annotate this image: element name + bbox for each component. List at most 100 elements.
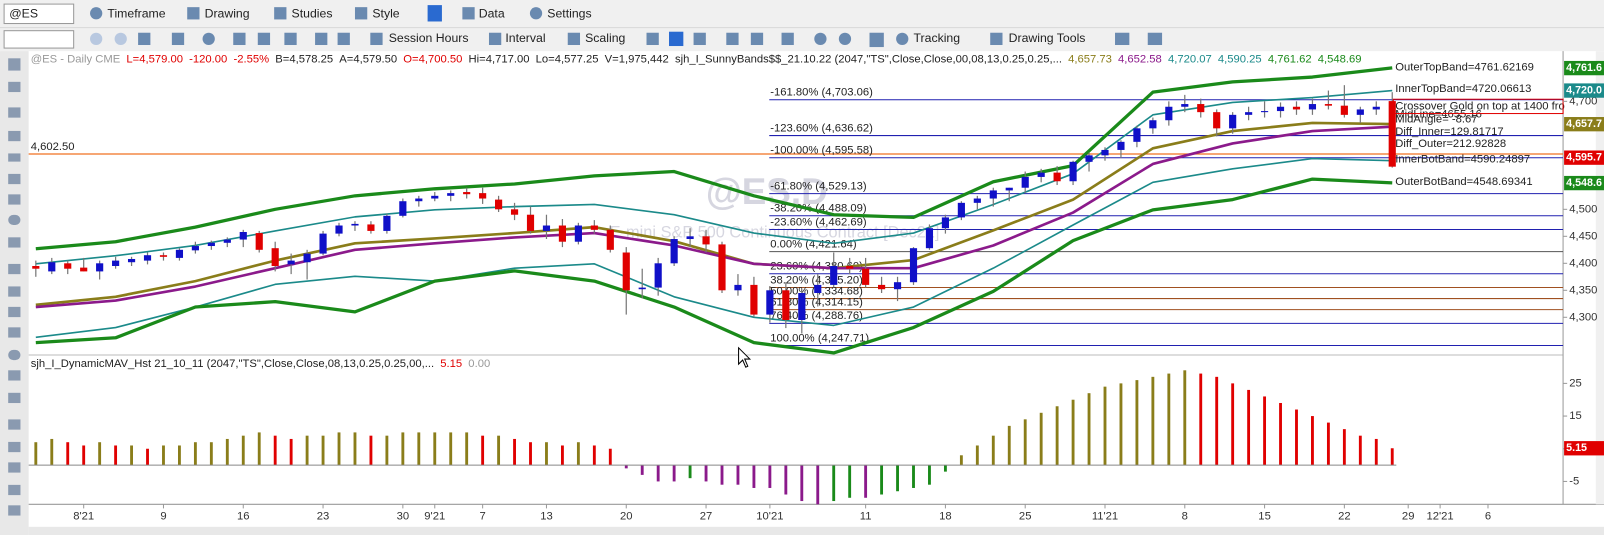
candle-body: [1308, 104, 1317, 110]
x-tick-label: 20: [620, 511, 633, 523]
fib-label: 0.00% (4,421.64): [770, 238, 857, 250]
candle-body: [830, 266, 838, 285]
hist-bar: [465, 432, 469, 466]
candle-body: [862, 268, 870, 285]
hist-bar: [1151, 376, 1155, 466]
hist-bar: [417, 432, 421, 466]
candle-body: [750, 284, 758, 315]
candle-body: [447, 193, 455, 196]
candle-body: [159, 255, 168, 257]
menu-item[interactable]: Studies: [292, 7, 333, 21]
candle-body: [48, 262, 56, 272]
candle-body: [1260, 111, 1269, 113]
hist-bar: [82, 445, 86, 466]
hist-bar: [1119, 383, 1123, 466]
header-item: V=1,975,442: [605, 53, 669, 65]
candle-body: [80, 267, 88, 272]
menu-item[interactable]: Settings: [547, 7, 591, 21]
h-scrollbar[interactable]: [28, 526, 1604, 535]
hist-bar: [1055, 406, 1059, 466]
hist-bar: [560, 445, 564, 466]
candle-body: [1021, 176, 1029, 188]
candle-body: [319, 233, 327, 254]
hist-bar: [257, 432, 261, 466]
header-item: 4,652.58: [1118, 53, 1162, 65]
menu-item[interactable]: Session Hours: [389, 31, 469, 45]
alert-box: [1392, 98, 1564, 115]
menu-item[interactable]: Drawing: [205, 7, 250, 21]
x-tick-label: 9'21: [424, 511, 445, 523]
hist-bar: [959, 455, 963, 466]
price-box: [1564, 60, 1604, 76]
reference-label: 4,602.50: [31, 141, 75, 153]
header-item: @ES - Daily CME: [31, 53, 121, 65]
input-box[interactable]: [3, 30, 75, 49]
hist-bar: [401, 432, 405, 466]
candle-body: [255, 233, 263, 250]
header-item: 4,657.73: [1068, 53, 1112, 65]
candle-body: [1101, 149, 1109, 156]
fib-label: 76.40% (4,288.76): [770, 310, 863, 322]
hist-bar: [130, 445, 133, 466]
x-tick-label: 11'21: [1092, 511, 1118, 523]
candle-body: [399, 201, 407, 216]
x-tick-label: 25: [1019, 511, 1032, 523]
hist-bar: [912, 465, 915, 488]
menu-item[interactable]: Scaling: [585, 31, 625, 45]
hist-bar: [1311, 416, 1314, 466]
hist-bar: [640, 465, 644, 475]
hist-bar: [50, 438, 54, 466]
menu-item[interactable]: Timeframe: [107, 7, 165, 21]
symbol[interactable]: @ES: [9, 7, 38, 21]
toolbar-icons: [90, 5, 1163, 48]
menu-item[interactable]: Data: [479, 7, 505, 21]
candle-body: [1165, 106, 1173, 121]
band-line: [35, 121, 1393, 307]
hist-bar: [529, 442, 532, 466]
hist-bar: [481, 435, 485, 466]
candle-body: [734, 284, 742, 291]
symbol-box[interactable]: [3, 3, 75, 25]
hist-bar: [337, 432, 341, 466]
candle-body: [526, 214, 535, 231]
header-item: 5.15: [440, 358, 462, 370]
hist-bar: [816, 465, 820, 505]
hist-bar: [752, 465, 756, 488]
hist-bar: [768, 465, 772, 488]
candle-body: [1085, 155, 1093, 162]
candle-body: [287, 260, 295, 265]
header-item: 4,590.25: [1218, 53, 1262, 65]
candle-body: [878, 284, 886, 290]
header-item: 4,548.69: [1318, 53, 1362, 65]
y-tick-label: 25: [1569, 377, 1582, 389]
fib-label: 100.00% (4,247.71): [770, 332, 869, 344]
menu-item[interactable]: Style: [372, 7, 399, 21]
hist-bar: [1087, 393, 1091, 466]
hist-bar: [305, 435, 309, 466]
y-tick-label: 15: [1569, 410, 1582, 422]
mouse-cursor: [738, 346, 752, 368]
candle-body: [1245, 112, 1253, 115]
hist-bar: [369, 435, 373, 466]
x-tick-label: 12'21: [1427, 511, 1454, 523]
band-label: Diff_Outer=212.92828: [1395, 138, 1506, 150]
candle-body: [622, 252, 630, 291]
hist-bar: [800, 465, 804, 502]
header-item: -120.00: [189, 53, 227, 65]
menu-item[interactable]: Interval: [505, 31, 545, 45]
candle-body: [670, 239, 678, 264]
band-line: [35, 125, 1393, 309]
candle-body: [909, 248, 918, 283]
hist-bar: [1039, 412, 1043, 466]
candle-body: [766, 290, 774, 315]
hist-bar: [385, 435, 389, 466]
menu-item[interactable]: Drawing Tools: [1009, 31, 1086, 45]
candle-body: [1388, 101, 1396, 167]
scrollbar[interactable]: [1595, 51, 1604, 505]
price-box-label: 4,720.0: [1566, 84, 1602, 96]
candle-body: [127, 258, 136, 263]
hist-bar: [784, 465, 788, 495]
hist-bar: [576, 442, 580, 466]
candle-body: [367, 224, 375, 231]
menu-item[interactable]: Tracking: [914, 31, 961, 45]
